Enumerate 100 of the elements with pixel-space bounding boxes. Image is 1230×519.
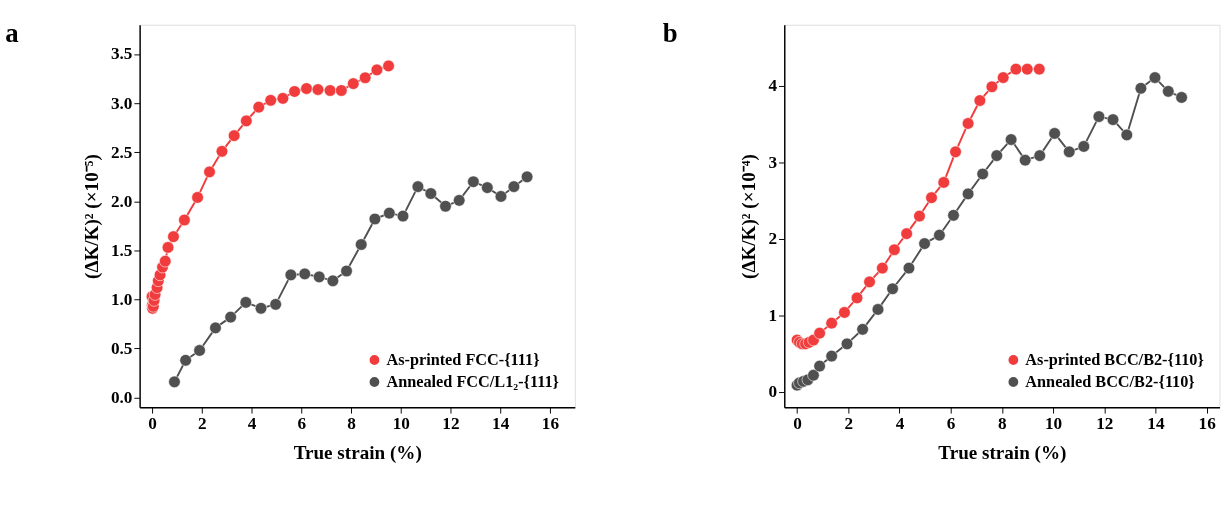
- point: [813, 359, 826, 373]
- x-tick-label: 8: [347, 413, 357, 433]
- point: [276, 92, 290, 105]
- x-tick-label: 6: [946, 413, 956, 433]
- point: [326, 274, 340, 287]
- point: [347, 77, 360, 90]
- point: [288, 85, 301, 98]
- x-tick-label: 14: [492, 413, 510, 433]
- x-tick-label: 2: [844, 413, 854, 433]
- point: [191, 191, 204, 204]
- point: [368, 212, 382, 226]
- point: [396, 209, 410, 223]
- point: [947, 209, 960, 222]
- point: [340, 264, 353, 278]
- y-tick-label: 4: [768, 76, 778, 96]
- point: [159, 255, 172, 268]
- point: [976, 167, 989, 181]
- point: [311, 83, 325, 96]
- point: [1092, 110, 1106, 123]
- point: [949, 145, 962, 158]
- point: [863, 275, 876, 289]
- chart-title: b: [662, 17, 678, 48]
- y-tick-label: 0: [768, 382, 778, 402]
- point: [961, 187, 975, 201]
- y-tick-label: 1.5: [110, 240, 133, 260]
- point: [933, 229, 946, 242]
- point: [298, 267, 311, 281]
- x-tick-label: 8: [998, 413, 1008, 433]
- point: [224, 310, 237, 324]
- x-axis-title: True strain (%): [938, 442, 1067, 465]
- point: [838, 306, 851, 319]
- point: [1063, 145, 1076, 158]
- point: [382, 59, 395, 73]
- x-tick-label: 6: [297, 413, 307, 433]
- legend-label: Annealed BCC/B2-{110}: [1025, 372, 1195, 391]
- point: [215, 145, 229, 158]
- point: [888, 243, 901, 256]
- x-tick-label: 10: [392, 413, 410, 433]
- legend-label: As-printed BCC/B2-{110}: [1025, 350, 1204, 369]
- y-tick-label: 3: [768, 152, 778, 172]
- point: [1048, 127, 1061, 140]
- point: [193, 344, 206, 357]
- point: [254, 302, 268, 315]
- point: [1106, 113, 1120, 126]
- point: [203, 165, 216, 179]
- point: [856, 323, 869, 336]
- point: [1162, 85, 1175, 98]
- point: [1021, 63, 1034, 76]
- x-tick-label: 16: [1198, 413, 1217, 433]
- x-tick-label: 12: [442, 413, 460, 433]
- x-tick-label: 4: [895, 413, 905, 433]
- point: [876, 261, 889, 275]
- point: [439, 200, 452, 213]
- x-tick-label: 0: [148, 413, 157, 433]
- point: [1148, 71, 1162, 84]
- y-tick-label: 0.5: [110, 338, 133, 358]
- point: [209, 321, 222, 335]
- point: [167, 230, 180, 243]
- y-tick-label: 1.0: [110, 289, 133, 309]
- point: [1009, 63, 1023, 76]
- point: [240, 114, 253, 128]
- point: [1004, 133, 1018, 146]
- y-tick-label: 1: [768, 305, 778, 325]
- point: [424, 187, 437, 200]
- point: [1175, 91, 1188, 104]
- point: [227, 129, 241, 142]
- point: [825, 317, 838, 330]
- point: [411, 180, 425, 193]
- x-axis-title: True strain (%): [293, 442, 422, 465]
- point: [1019, 154, 1032, 167]
- point: [323, 84, 337, 97]
- point: [370, 63, 384, 77]
- point: [300, 82, 313, 95]
- x-tick-label: 2: [197, 413, 207, 433]
- point: [467, 175, 480, 188]
- y-tick-label: 2.0: [110, 191, 133, 211]
- point: [807, 369, 820, 382]
- x-tick-label: 0: [793, 413, 802, 433]
- point: [913, 209, 926, 223]
- chart-title: a: [5, 17, 19, 48]
- point: [335, 84, 348, 97]
- x-tick-label: 12: [1096, 413, 1114, 433]
- point: [813, 327, 826, 340]
- y-tick-label: 3.5: [110, 44, 133, 64]
- point: [871, 303, 885, 316]
- point: [178, 213, 191, 227]
- point: [168, 375, 181, 388]
- point: [453, 194, 466, 207]
- point: [355, 238, 368, 251]
- y-tick-label: 0.0: [110, 387, 133, 407]
- point: [252, 101, 265, 114]
- y-tick-label: 2.5: [110, 142, 133, 162]
- x-tick-label: 14: [1147, 413, 1165, 433]
- legend-label: As-printed FCC-{111}: [386, 350, 540, 369]
- point: [520, 170, 534, 183]
- point: [1120, 128, 1133, 142]
- point: [902, 261, 916, 275]
- point: [481, 181, 494, 194]
- y-axis-title: (ΔK/K)² (×10⁻⁴): [738, 154, 761, 279]
- point: [918, 237, 931, 250]
